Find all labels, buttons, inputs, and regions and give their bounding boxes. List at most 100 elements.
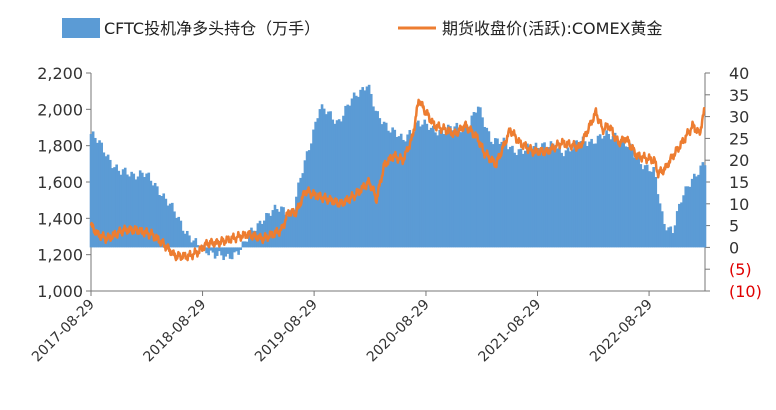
- bar: [342, 115, 345, 248]
- bar: [577, 144, 581, 248]
- bar: [673, 225, 677, 248]
- bar: [693, 173, 696, 248]
- bar: [498, 143, 501, 248]
- bar: [173, 211, 176, 248]
- bar: [656, 194, 660, 248]
- right-tick-label: 25: [729, 129, 749, 148]
- bar: [536, 147, 540, 248]
- bar: [682, 195, 685, 248]
- left-tick-label: 1,400: [37, 209, 83, 228]
- bar: [314, 121, 317, 248]
- bar: [241, 241, 245, 248]
- right-tick-label: 15: [729, 173, 749, 192]
- bar: [363, 90, 367, 248]
- bar: [423, 119, 427, 248]
- bar: [299, 177, 302, 248]
- bar: [545, 148, 548, 248]
- bar: [260, 223, 264, 248]
- bar: [630, 148, 634, 248]
- bar: [511, 145, 514, 248]
- bar: [513, 152, 516, 248]
- bar: [485, 127, 489, 248]
- bar: [444, 131, 448, 248]
- bar: [151, 185, 155, 248]
- left-tick-label: 1,200: [37, 246, 83, 265]
- bar: [365, 86, 369, 248]
- bar: [233, 247, 236, 253]
- bar: [436, 135, 439, 248]
- bar: [588, 141, 591, 248]
- bar: [389, 132, 392, 248]
- bar: [175, 217, 178, 248]
- bar: [350, 98, 354, 248]
- bar: [168, 203, 172, 248]
- bar: [650, 171, 653, 248]
- bar: [292, 209, 296, 248]
- bar: [592, 143, 596, 248]
- bar: [96, 142, 99, 248]
- bar: [316, 118, 320, 248]
- bar: [417, 120, 420, 248]
- bar: [132, 173, 136, 248]
- bar: [369, 93, 373, 248]
- bar: [265, 212, 268, 248]
- bar: [213, 247, 217, 259]
- bar: [663, 223, 666, 248]
- bar: [453, 126, 456, 248]
- bar: [530, 149, 534, 248]
- x-tick-label: 2019-08-29: [252, 297, 321, 366]
- right-tick-label: 35: [729, 86, 749, 105]
- bar: [502, 137, 506, 248]
- bar: [149, 180, 153, 248]
- bar: [156, 186, 159, 248]
- bar: [701, 162, 705, 248]
- legend-bar-swatch: [62, 18, 100, 38]
- bar: [91, 131, 95, 248]
- bar: [506, 149, 510, 248]
- bar: [466, 130, 469, 248]
- bar: [690, 178, 694, 248]
- bar: [494, 138, 497, 248]
- right-tick-label: 0: [729, 238, 739, 257]
- bar: [196, 245, 200, 248]
- bar: [374, 110, 377, 248]
- bar: [307, 150, 311, 248]
- bar: [598, 134, 602, 248]
- bar: [410, 133, 414, 248]
- bar: [138, 170, 142, 248]
- bar: [562, 156, 566, 248]
- bar: [305, 151, 309, 248]
- bar: [684, 186, 688, 248]
- bar: [695, 176, 698, 248]
- bar: [245, 241, 249, 248]
- bar: [566, 147, 570, 248]
- bar: [267, 213, 270, 248]
- bar: [442, 134, 446, 248]
- bar: [352, 92, 356, 248]
- bar: [397, 136, 401, 248]
- bar: [237, 247, 240, 255]
- bar: [143, 177, 146, 248]
- right-tick-label: 30: [729, 108, 749, 127]
- bar: [303, 160, 307, 248]
- bar: [414, 122, 418, 248]
- bar: [427, 129, 431, 248]
- x-tick-label: 2018-08-29: [141, 297, 210, 366]
- bar: [271, 210, 275, 248]
- bar: [434, 132, 437, 248]
- bar: [609, 139, 613, 248]
- bar: [153, 182, 157, 248]
- bar: [496, 138, 499, 248]
- bar: [461, 127, 465, 248]
- bar: [395, 136, 399, 248]
- bar: [645, 164, 649, 248]
- bar: [667, 227, 670, 248]
- bar: [329, 111, 332, 248]
- right-tick-label: 5: [729, 217, 739, 236]
- bar: [207, 247, 210, 256]
- bar: [337, 119, 341, 248]
- bar: [558, 146, 561, 248]
- bar: [564, 150, 568, 248]
